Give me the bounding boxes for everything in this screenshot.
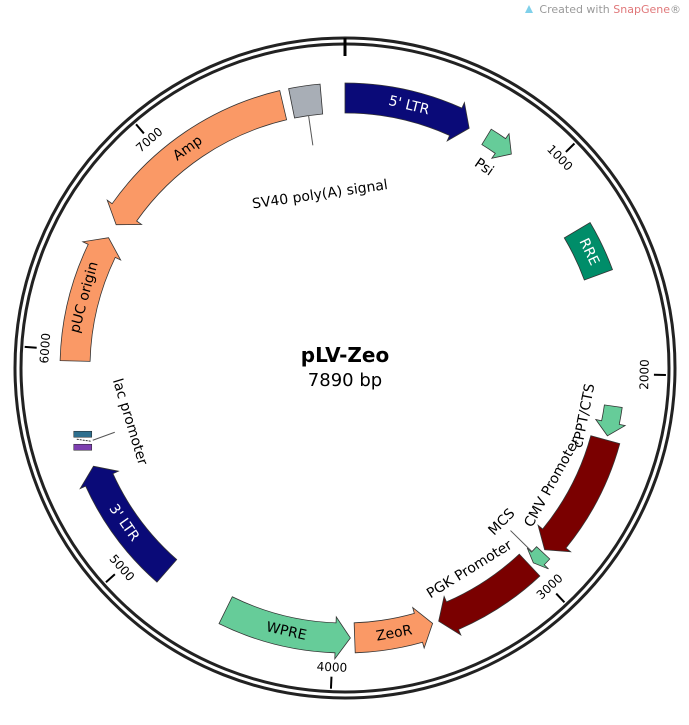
watermark-prefix: Created with <box>539 3 614 16</box>
feature-shape <box>563 222 614 281</box>
feature-puc-origin[interactable]: pUC origin <box>59 237 122 362</box>
feature-wpre[interactable]: WPRE <box>218 596 351 661</box>
feature-5-ltr[interactable]: 5' LTR <box>344 82 470 142</box>
feature-rre[interactable]: RRE <box>563 222 614 281</box>
tick-7000 <box>135 123 145 135</box>
feature-shape <box>218 596 351 661</box>
feature-shape <box>353 606 434 654</box>
backbone-inner-ring <box>19 42 671 694</box>
feature-label: SV40 poly(A) signal <box>251 177 389 212</box>
tick-4000 <box>329 676 333 689</box>
leader-line <box>92 431 115 441</box>
feature-shape <box>344 82 470 142</box>
lac-promoter-mark <box>76 438 91 442</box>
feature-shape <box>79 465 178 583</box>
feature-shape <box>106 90 288 226</box>
feature-shape <box>526 546 551 570</box>
feature-label: Psi <box>471 155 496 179</box>
watermark-brand: SnapGene <box>613 3 670 16</box>
snapgene-logo-icon <box>524 4 534 14</box>
watermark-suffix: ® <box>670 3 681 16</box>
tick-6000 <box>24 345 37 349</box>
plasmid-size: 7890 bp <box>308 370 382 391</box>
plasmid-name: pLV-Zeo <box>301 343 389 367</box>
feature-shape <box>59 237 122 362</box>
feature-zeor[interactable]: ZeoR <box>353 606 434 654</box>
tick-1000 <box>565 142 576 153</box>
leader-line <box>510 530 533 552</box>
feature-lac-promoter[interactable]: lac promoter <box>73 377 151 468</box>
feature-shape <box>481 128 512 159</box>
tick-label-2000: 2000 <box>637 359 652 390</box>
tick-label-4000: 4000 <box>316 660 347 675</box>
leader-line <box>308 115 314 146</box>
feature-shape <box>288 83 324 119</box>
feature-shape <box>438 553 541 636</box>
tick-label-6000: 6000 <box>37 333 53 364</box>
lac-operator-mark <box>73 430 93 438</box>
tick-5000 <box>105 573 116 583</box>
feature-shape <box>537 435 621 553</box>
feature-label: ZeoR <box>375 622 414 644</box>
feature-psi[interactable]: Psi <box>471 128 512 179</box>
feature-cmv-promoter[interactable]: CMV Promoter <box>521 434 621 553</box>
feature-shape <box>594 404 627 437</box>
feature-label: lac promoter <box>109 377 151 468</box>
snapgene-watermark: Created with SnapGene® <box>524 3 681 16</box>
feature-pgk-promoter[interactable]: PGK Promoter <box>424 537 541 636</box>
backbone-outer-ring <box>13 36 677 700</box>
tick-3000 <box>555 592 566 603</box>
cap-site-mark <box>73 443 93 451</box>
